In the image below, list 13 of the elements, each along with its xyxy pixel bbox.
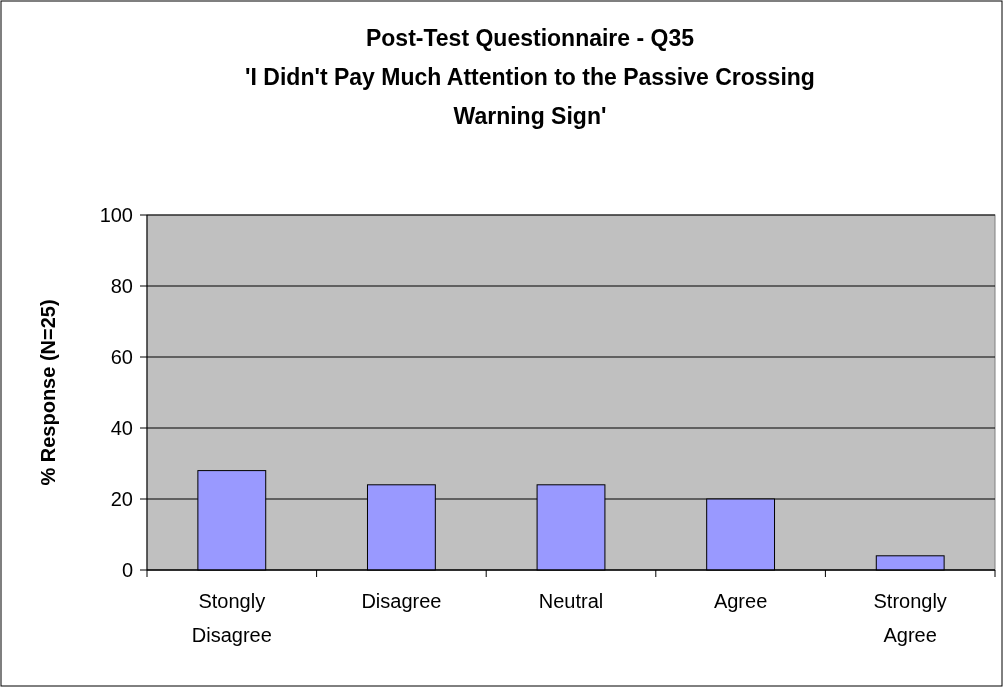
x-tick-label: Neutral <box>538 590 604 612</box>
x-tick-label: Disagree <box>361 590 442 612</box>
y-axis-title: % Response (N=25) <box>37 299 59 486</box>
x-tick-label: Agree <box>713 590 768 612</box>
x-tick-label: Stongly Disagree <box>191 590 272 646</box>
y-tick-label: 20 <box>110 488 133 510</box>
y-tick-label: 60 <box>110 346 133 368</box>
y-tick-label: 40 <box>110 417 133 439</box>
y-tick-label: 100 <box>99 204 133 226</box>
x-tick-label: Strongly Agree <box>873 590 947 646</box>
y-tick-label: 0 <box>121 559 133 581</box>
chart-title: Post-Test Questionnaire - Q35 'I Didn't Pay Much Attention to the Passive Crossing Warning Sign' <box>245 25 815 129</box>
y-tick-label: 80 <box>110 275 133 297</box>
